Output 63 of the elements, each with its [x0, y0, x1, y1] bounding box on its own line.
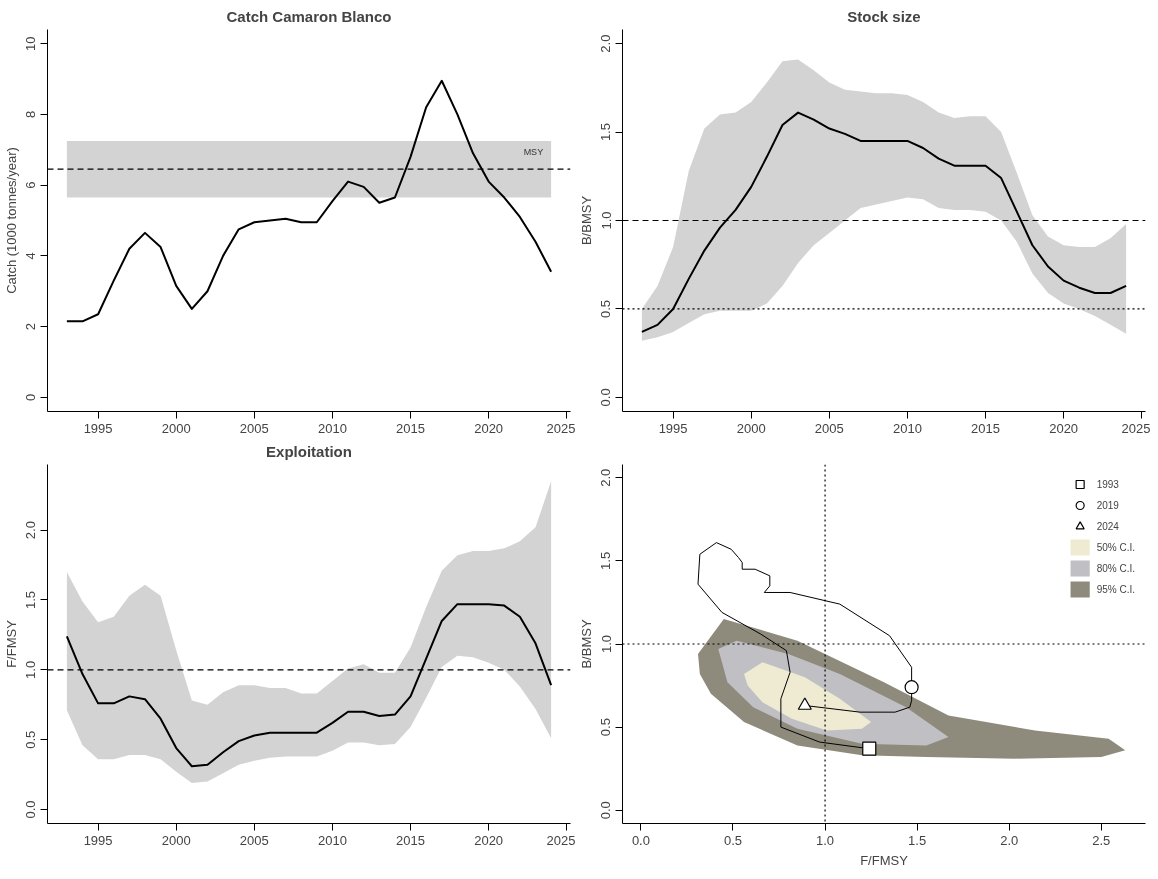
x-axis-title: F/FMSY: [860, 852, 909, 868]
x-tick-label: 1.0: [816, 832, 835, 848]
y-tick-label: 10: [23, 36, 39, 51]
x-tick-label: 0.0: [631, 832, 650, 848]
y-tick-label: 0.0: [598, 801, 614, 820]
x-tick-label: 2005: [239, 832, 269, 848]
x-tick-label: 2005: [814, 420, 844, 436]
legend-label: 80% C.I.: [1096, 562, 1135, 574]
y-tick-label: 8: [23, 110, 39, 118]
y-tick-label: 0.5: [598, 718, 614, 737]
x-tick-label: 2000: [736, 420, 766, 436]
y-axis-title: B/BMSY: [578, 619, 594, 669]
y-tick-label: 1.0: [598, 634, 614, 654]
x-tick-label: 0.5: [723, 832, 743, 848]
y-tick-label: 1.0: [598, 211, 614, 230]
x-tick-label: 1995: [658, 420, 688, 436]
x-tick-label: 1995: [83, 420, 113, 436]
x-tick-label: 2025: [546, 832, 576, 848]
x-tick-label: 2015: [971, 420, 1000, 436]
y-tick-label: 1.5: [598, 551, 614, 570]
chart-title: Catch Camaron Blanco: [226, 7, 392, 25]
chart-title: Exploitation: [266, 442, 352, 460]
x-tick-label: 2.0: [1000, 832, 1019, 848]
x-tick-label: 2020: [474, 420, 504, 436]
y-tick-label: 2.0: [23, 521, 39, 540]
legend-label: 95% C.I.: [1096, 583, 1135, 595]
x-tick-label: 2010: [892, 420, 922, 436]
y-tick-label: 0: [23, 393, 39, 401]
chart-title: Stock size: [847, 7, 921, 25]
y-tick-label: 2.0: [598, 34, 614, 53]
x-tick-label: 2015: [396, 420, 425, 436]
x-tick-label: 1995: [83, 832, 113, 848]
y-tick-label: 6: [23, 181, 39, 189]
x-tick-label: 2020: [474, 832, 504, 848]
y-tick-label: 4: [23, 252, 39, 260]
y-axis-title: Catch (1000 tonnes/year): [3, 147, 19, 294]
y-axis-title: F/FMSY: [3, 619, 19, 668]
y-tick-label: 2.0: [598, 468, 614, 487]
legend-label: 50% C.I.: [1096, 541, 1135, 553]
x-tick-label: 2.5: [1092, 832, 1111, 848]
x-tick-label: 2010: [317, 420, 347, 436]
y-axis-title: B/BMSY: [578, 195, 594, 246]
x-tick-label: 2000: [161, 832, 191, 848]
x-tick-label: 2000: [161, 420, 191, 436]
y-tick-label: 0.0: [23, 800, 39, 819]
y-tick-label: 0.5: [23, 730, 39, 749]
x-tick-label: 2010: [317, 832, 347, 848]
y-tick-label: 0.5: [598, 299, 614, 318]
legend-label: 1993: [1096, 478, 1119, 490]
y-tick-label: 1.5: [23, 590, 39, 610]
band-label: MSY: [523, 146, 544, 157]
y-tick-label: 1.0: [23, 660, 39, 679]
x-tick-label: 1.5: [908, 832, 927, 848]
x-tick-label: 2020: [1049, 420, 1079, 436]
y-tick-label: 2: [23, 322, 39, 331]
legend-label: 2024: [1096, 520, 1119, 532]
x-tick-label: 2025: [546, 420, 576, 436]
x-tick-label: 2005: [239, 420, 269, 436]
x-tick-label: 2015: [396, 832, 425, 848]
y-tick-label: 1.5: [598, 123, 614, 142]
legend-label: 2019: [1096, 499, 1119, 511]
y-tick-label: 0.0: [598, 388, 614, 407]
x-tick-label: 2025: [1121, 420, 1151, 436]
